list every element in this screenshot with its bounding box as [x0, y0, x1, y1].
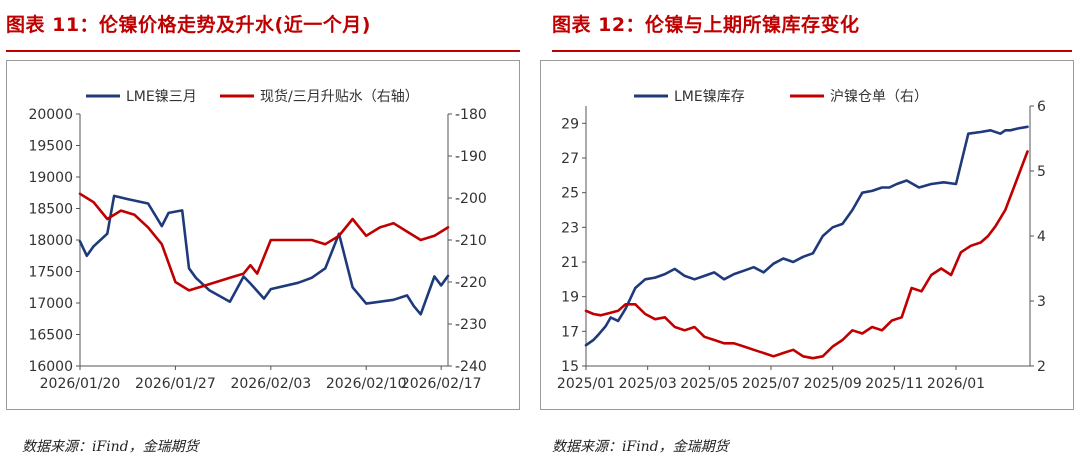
y-right-tick-label: -230 [455, 317, 487, 333]
title-rule-12 [552, 50, 1072, 52]
y-left-tick-label: 16000 [28, 359, 73, 375]
x-tick-label: 2025/09 [804, 376, 862, 392]
y-left-tick-label: 18500 [28, 202, 73, 218]
y-left-tick-label: 19 [561, 290, 579, 306]
y-left-tick-label: 19500 [28, 139, 73, 155]
x-tick-label: 2026/01/20 [40, 376, 121, 392]
x-tick-label: 2026/02/10 [326, 376, 407, 392]
x-tick-label: 2026/01/27 [135, 376, 216, 392]
y-left-tick-label: 25 [561, 186, 579, 202]
y-right-tick-label: -210 [455, 233, 487, 249]
chart-lme-price-premium: 16000 16500 17000 17500 18000 18500 19000 19500… [28, 88, 487, 392]
y-right-tick-label: -200 [455, 191, 487, 207]
legend-label-1: LME镍三月 [126, 89, 197, 105]
panel-title-12: 图表 12：伦镍与上期所镍库存变化 [552, 14, 860, 36]
title-rule-11 [6, 50, 520, 52]
y-left-tick-label: 20000 [28, 107, 73, 123]
x-tick-label: 2025/11 [865, 376, 923, 392]
x-tick-label: 2025/05 [680, 376, 738, 392]
y-right-tick-label: -180 [455, 107, 487, 123]
x-tick-label: 2025/03 [619, 376, 677, 392]
y-left-tick-label: 23 [561, 220, 579, 236]
x-tick-label: 2025/07 [742, 376, 800, 392]
y-right-tick-label: 2 [1037, 359, 1046, 375]
chart-frame-12 [540, 60, 1074, 410]
legend-label-2: 现货/三月升贴水（右轴） [260, 88, 419, 105]
y-left-tick-label: 19000 [28, 170, 73, 186]
y-right-tick-label: -240 [455, 359, 487, 375]
series-line-2 [78, 192, 450, 292]
y-right-tick-label: -190 [455, 149, 487, 165]
x-tick-label: 2026/01 [927, 376, 985, 392]
y-left-tick-label: 17 [561, 324, 579, 340]
legend-label-2: 沪镍仓单（右） [830, 89, 928, 105]
y-left-tick-label: 17000 [28, 296, 73, 312]
y-right-tick-label: 6 [1037, 99, 1046, 115]
x-tick-label: 2026/02/17 [401, 376, 482, 392]
y-left-tick-label: 16500 [28, 328, 73, 344]
y-left-tick-label: 27 [561, 151, 579, 167]
series-line-2 [584, 150, 1029, 360]
panel-title-11: 图表 11：伦镍价格走势及升水(近一个月) [6, 14, 371, 36]
y-right-tick-label: 3 [1037, 294, 1046, 310]
source-note-11: 数据来源：iFind，金瑞期货 [22, 439, 199, 455]
y-left-tick-label: 15 [561, 359, 579, 375]
series-line-1 [78, 194, 450, 316]
y-left-tick-label: 18000 [28, 233, 73, 249]
y-right-tick-label: 4 [1037, 229, 1046, 245]
y-right-tick-label: -220 [455, 275, 487, 291]
x-tick-label: 2025/01 [557, 376, 615, 392]
x-tick-label: 2026/02/03 [230, 376, 311, 392]
y-right-tick-label: 5 [1037, 164, 1046, 180]
y-left-tick-label: 17500 [28, 265, 73, 281]
source-note-12: 数据来源：iFind，金瑞期货 [552, 439, 729, 455]
series-line-1 [584, 125, 1029, 347]
y-left-tick-label: 21 [561, 255, 579, 271]
legend-label-1: LME镍库存 [674, 89, 745, 105]
y-left-tick-label: 29 [561, 116, 579, 132]
